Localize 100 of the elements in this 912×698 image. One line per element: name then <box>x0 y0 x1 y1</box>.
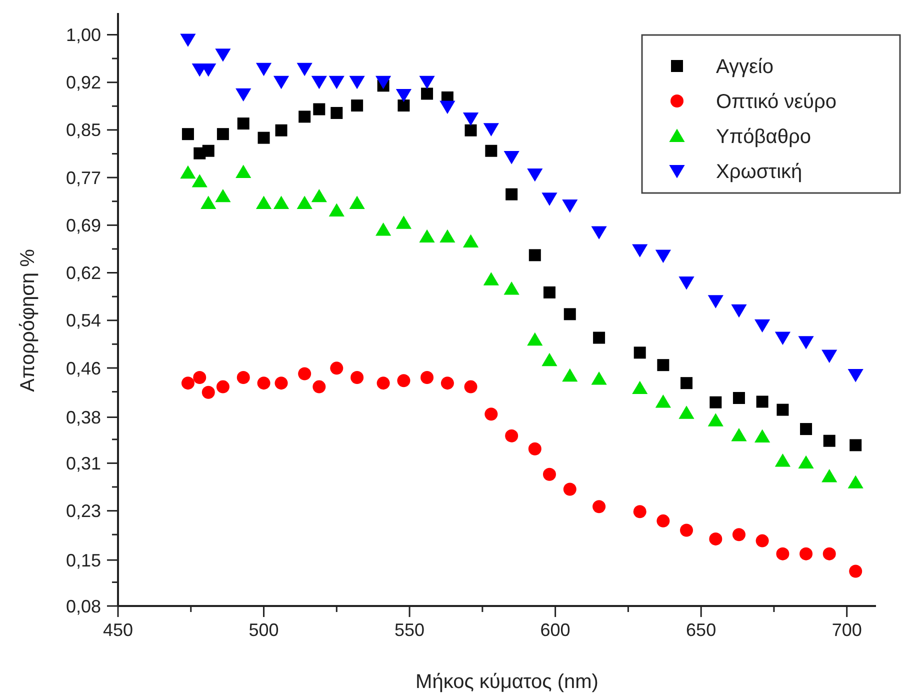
point <box>462 234 479 248</box>
point <box>351 100 364 112</box>
point <box>562 199 578 213</box>
point <box>273 196 290 210</box>
point <box>440 229 456 243</box>
point <box>593 332 606 344</box>
legend-label: Υπόβαθρο <box>716 126 811 148</box>
point <box>396 216 412 229</box>
point <box>215 188 231 202</box>
point <box>849 564 862 578</box>
point <box>202 144 214 157</box>
point <box>313 103 326 116</box>
y-tick-label: 1,00 <box>66 25 101 46</box>
point <box>349 196 365 210</box>
point <box>527 332 543 346</box>
point <box>848 475 864 488</box>
point <box>591 372 607 385</box>
y-tick-label: 0,08 <box>66 596 101 616</box>
point <box>656 514 670 528</box>
point <box>756 534 769 548</box>
point <box>483 123 499 136</box>
y-tick-label: 0,92 <box>66 72 101 93</box>
point <box>311 76 327 90</box>
point <box>822 547 836 560</box>
point <box>256 62 272 76</box>
point <box>633 505 646 518</box>
point <box>181 376 194 390</box>
point <box>376 222 392 236</box>
point <box>180 34 196 47</box>
point <box>296 196 312 210</box>
point <box>634 346 646 359</box>
y-tick-label: 0,54 <box>66 310 101 331</box>
point <box>732 392 745 404</box>
point <box>800 423 812 436</box>
point <box>464 380 478 394</box>
point <box>256 196 272 210</box>
point <box>754 319 770 333</box>
y-tick-label: 0,77 <box>66 168 101 188</box>
point <box>564 308 576 320</box>
point <box>678 276 694 290</box>
point <box>257 376 270 390</box>
y-tick-label: 0,15 <box>66 550 101 570</box>
point <box>350 370 364 384</box>
x-tick-label: 600 <box>540 620 570 640</box>
point <box>732 528 746 542</box>
point <box>420 370 434 384</box>
point <box>215 48 231 62</box>
point <box>180 165 196 179</box>
point <box>528 249 541 262</box>
y-tick-label: 0,46 <box>66 358 101 378</box>
x-tick-label: 550 <box>394 620 425 640</box>
point <box>680 377 692 390</box>
point <box>216 380 230 394</box>
y-tick-label: 0,69 <box>66 215 101 236</box>
point <box>543 286 556 298</box>
point <box>464 124 477 136</box>
point <box>822 469 838 482</box>
point <box>236 88 252 102</box>
point <box>419 76 435 90</box>
point <box>330 106 343 119</box>
point <box>462 112 479 126</box>
point <box>504 282 520 295</box>
x-tick-label: 700 <box>832 620 862 640</box>
point <box>328 76 344 90</box>
point <box>484 408 498 421</box>
point <box>236 164 252 178</box>
point <box>330 362 344 375</box>
y-axis-title: Απορρόφηση % <box>17 248 39 392</box>
point <box>258 132 270 144</box>
point <box>376 376 390 390</box>
point <box>798 336 814 350</box>
point <box>822 350 838 363</box>
y-tick-label: 0,31 <box>66 453 101 474</box>
point <box>485 144 498 157</box>
point <box>236 370 250 384</box>
point <box>296 62 312 76</box>
point <box>328 203 344 216</box>
point <box>216 128 229 140</box>
y-tick-label: 0,38 <box>66 408 101 428</box>
point <box>202 386 215 399</box>
point <box>800 547 813 560</box>
point <box>710 396 722 408</box>
point <box>182 128 194 140</box>
point <box>527 168 543 182</box>
point <box>193 370 206 384</box>
point <box>275 124 288 136</box>
point <box>483 272 499 286</box>
point <box>655 394 671 408</box>
point <box>398 100 410 112</box>
point <box>440 376 454 390</box>
point <box>376 76 392 90</box>
point <box>708 295 724 308</box>
point <box>419 229 435 243</box>
point <box>542 468 556 481</box>
point <box>274 376 288 390</box>
x-axis-title: Μήκος κύματος (nm) <box>416 671 598 693</box>
x-tick-label: 650 <box>686 620 716 640</box>
point <box>421 88 434 100</box>
x-tick-label: 450 <box>102 620 134 640</box>
point <box>200 196 216 210</box>
